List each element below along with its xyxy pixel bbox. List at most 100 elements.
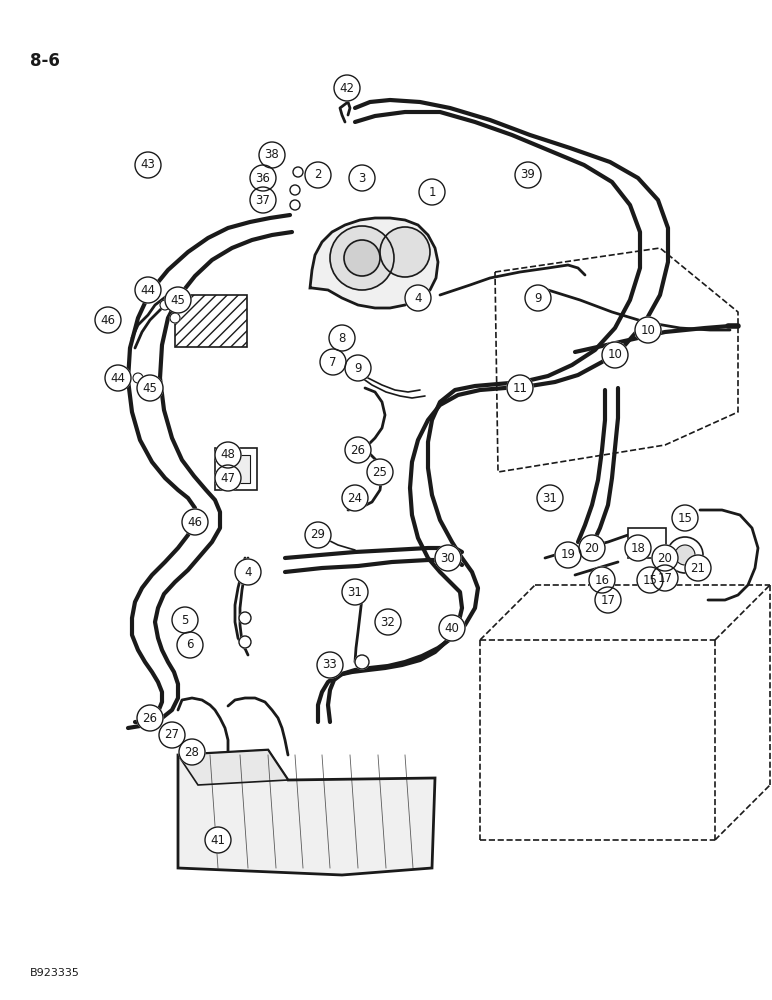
Circle shape xyxy=(345,355,371,381)
Circle shape xyxy=(177,632,203,658)
Circle shape xyxy=(172,607,198,633)
Text: 16: 16 xyxy=(594,574,610,586)
Circle shape xyxy=(239,612,251,624)
Circle shape xyxy=(625,535,651,561)
Text: 10: 10 xyxy=(641,324,655,336)
Circle shape xyxy=(344,240,380,276)
Circle shape xyxy=(439,615,465,641)
Circle shape xyxy=(310,163,320,173)
Circle shape xyxy=(380,227,430,277)
Circle shape xyxy=(637,567,663,593)
Circle shape xyxy=(179,739,205,765)
Circle shape xyxy=(345,437,371,463)
Text: 15: 15 xyxy=(678,512,692,524)
Text: 40: 40 xyxy=(445,621,459,635)
Circle shape xyxy=(135,277,161,303)
Text: 17: 17 xyxy=(601,593,615,606)
Circle shape xyxy=(215,442,241,468)
Circle shape xyxy=(330,226,394,290)
Polygon shape xyxy=(178,750,435,875)
Text: 47: 47 xyxy=(221,472,235,485)
Circle shape xyxy=(165,287,191,313)
Polygon shape xyxy=(178,750,288,785)
Text: 11: 11 xyxy=(513,381,527,394)
Circle shape xyxy=(353,363,363,373)
Circle shape xyxy=(317,652,343,678)
Bar xyxy=(628,528,666,558)
Text: 19: 19 xyxy=(560,548,575,562)
Text: 32: 32 xyxy=(381,615,395,629)
Circle shape xyxy=(290,185,300,195)
Text: 26: 26 xyxy=(350,444,365,456)
Circle shape xyxy=(355,167,365,177)
Circle shape xyxy=(259,142,285,168)
Text: 1: 1 xyxy=(428,186,435,198)
Circle shape xyxy=(342,579,368,605)
Text: 15: 15 xyxy=(642,574,658,586)
Circle shape xyxy=(290,200,300,210)
Text: 17: 17 xyxy=(658,572,672,584)
Circle shape xyxy=(652,565,678,591)
Circle shape xyxy=(672,505,698,531)
Text: 5: 5 xyxy=(181,613,188,626)
Text: 25: 25 xyxy=(373,466,388,479)
Circle shape xyxy=(293,167,303,177)
Text: 31: 31 xyxy=(543,491,557,504)
Text: 30: 30 xyxy=(441,552,455,564)
Text: 44: 44 xyxy=(110,371,126,384)
Text: 2: 2 xyxy=(314,168,322,182)
Circle shape xyxy=(239,636,251,648)
Circle shape xyxy=(367,459,393,485)
Text: 28: 28 xyxy=(185,746,199,758)
Circle shape xyxy=(675,545,695,565)
Circle shape xyxy=(159,722,185,748)
Text: 36: 36 xyxy=(256,172,270,184)
Text: 42: 42 xyxy=(340,82,354,95)
Text: 46: 46 xyxy=(188,516,202,528)
Text: 33: 33 xyxy=(323,658,337,672)
Text: 31: 31 xyxy=(347,585,362,598)
Circle shape xyxy=(375,609,401,635)
Circle shape xyxy=(305,522,331,548)
Circle shape xyxy=(250,165,276,191)
Circle shape xyxy=(333,357,343,367)
Text: 45: 45 xyxy=(171,294,185,306)
Circle shape xyxy=(652,545,678,571)
Text: 20: 20 xyxy=(658,552,672,564)
Circle shape xyxy=(340,333,350,343)
Text: 45: 45 xyxy=(143,381,157,394)
Text: 7: 7 xyxy=(329,356,337,368)
Text: 27: 27 xyxy=(164,728,180,742)
Text: 26: 26 xyxy=(143,712,157,724)
Text: 8: 8 xyxy=(338,332,346,344)
Text: 46: 46 xyxy=(100,314,116,326)
Text: 20: 20 xyxy=(584,542,599,554)
Circle shape xyxy=(137,705,163,731)
Text: 8-6: 8-6 xyxy=(30,52,60,70)
Text: 9: 9 xyxy=(354,361,362,374)
Circle shape xyxy=(250,187,276,213)
Text: 18: 18 xyxy=(631,542,645,554)
Circle shape xyxy=(525,285,551,311)
Circle shape xyxy=(667,537,703,573)
Circle shape xyxy=(320,349,346,375)
Text: 39: 39 xyxy=(520,168,536,182)
Text: 24: 24 xyxy=(347,491,363,504)
Circle shape xyxy=(235,559,261,585)
Circle shape xyxy=(589,567,615,593)
Circle shape xyxy=(635,317,661,343)
Circle shape xyxy=(685,555,711,581)
Text: 29: 29 xyxy=(310,528,326,542)
Circle shape xyxy=(405,285,431,311)
Circle shape xyxy=(355,655,369,669)
Bar xyxy=(175,295,247,347)
Circle shape xyxy=(595,587,621,613)
Circle shape xyxy=(133,373,143,383)
Text: 9: 9 xyxy=(534,292,542,304)
Text: 37: 37 xyxy=(256,194,270,207)
Circle shape xyxy=(170,313,180,323)
Circle shape xyxy=(182,509,208,535)
Circle shape xyxy=(342,485,368,511)
Circle shape xyxy=(515,162,541,188)
Text: 4: 4 xyxy=(244,566,252,578)
